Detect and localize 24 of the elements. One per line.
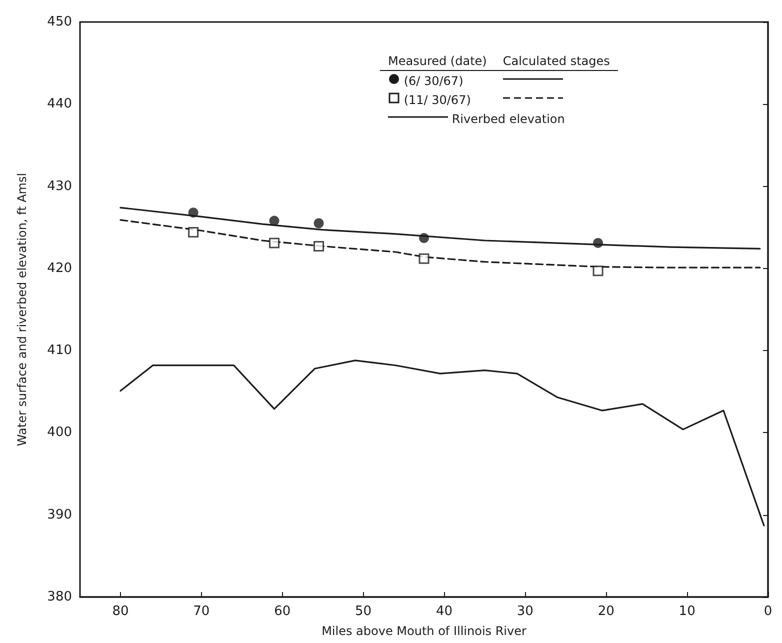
legend-label: Riverbed elevation bbox=[450, 111, 566, 128]
y-tick-label: 420 bbox=[47, 260, 72, 276]
x-tick-label: 50 bbox=[355, 604, 372, 619]
legend-label: (11/ 30/67) bbox=[402, 92, 472, 109]
x-axis-title: Miles above Mouth of Illinois River bbox=[322, 624, 526, 638]
y-tick-label: 450 bbox=[47, 14, 72, 30]
y-tick-label: 410 bbox=[47, 343, 72, 358]
legend-title: Measured (date) bbox=[380, 52, 495, 70]
y-tick-label: 430 bbox=[47, 178, 72, 194]
x-tick-label: 70 bbox=[193, 604, 210, 619]
x-tick-label: 30 bbox=[516, 604, 534, 619]
x-tick-label: 20 bbox=[598, 604, 614, 619]
x-tick-label: 80 bbox=[112, 604, 129, 619]
y-axis-title: Water surface and riverbed elevation, ft Amsl bbox=[15, 172, 29, 446]
y-tick-label: 400 bbox=[47, 425, 72, 440]
y-tick-label: 390 bbox=[47, 507, 72, 522]
y-tick-label: 380 bbox=[47, 590, 72, 604]
y-tick-label: 440 bbox=[47, 96, 72, 112]
x-tick-label: 10 bbox=[678, 604, 696, 619]
x-tick-label: 60 bbox=[274, 604, 291, 619]
annotation: Calculated stages bbox=[494, 52, 618, 70]
legend-label: (6/ 30/67) bbox=[402, 73, 464, 90]
x-tick-label: 0 bbox=[764, 604, 772, 619]
x-tick-label: 40 bbox=[436, 604, 453, 619]
